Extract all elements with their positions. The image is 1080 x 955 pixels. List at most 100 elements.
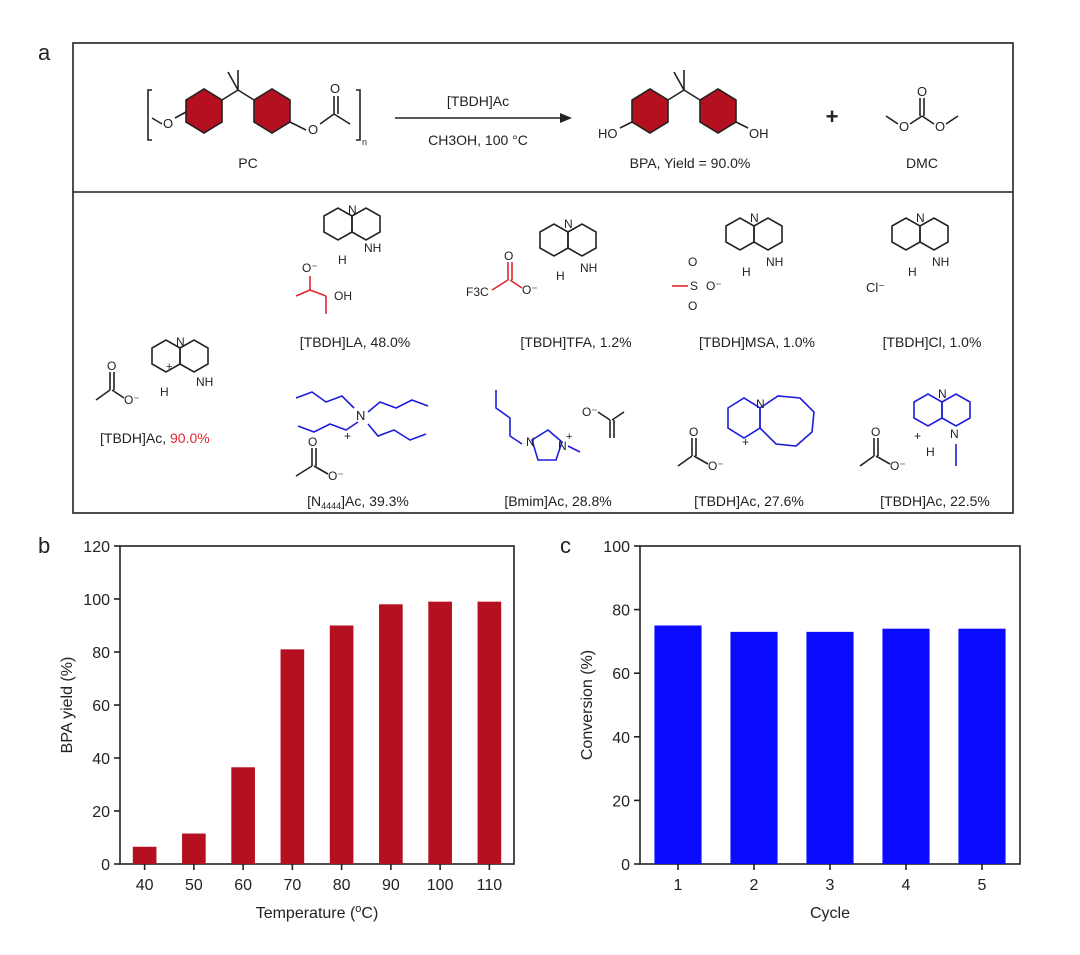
- catalyst-main-yield: 90.0%: [170, 430, 210, 446]
- catalyst-la-structure: N NH H O⁻ OH: [295, 203, 381, 314]
- svg-text:N: N: [356, 408, 365, 423]
- chart-b-bar: [379, 604, 403, 864]
- chart-c-ytick-label: 60: [612, 666, 630, 683]
- svg-text:HO: HO: [598, 126, 618, 141]
- svg-text:O: O: [504, 249, 513, 263]
- chart-b-ytick-label: 120: [83, 539, 110, 556]
- svg-text:O⁻: O⁻: [890, 459, 906, 473]
- svg-text:N: N: [558, 439, 567, 453]
- pc-structure: n O O O: [147, 70, 367, 147]
- svg-text:N: N: [916, 211, 925, 225]
- svg-text:O⁻: O⁻: [522, 283, 538, 297]
- dmc-structure: O O O: [885, 84, 959, 134]
- chart-c: 0 20 40 60 80 100 1 2 3 4 5 Conversion (%) Cycle: [579, 539, 1021, 922]
- svg-text:NH: NH: [766, 255, 783, 269]
- svg-text:O: O: [871, 425, 880, 439]
- panel-a-frame: [72, 42, 1014, 514]
- chart-b-xtick-label: 40: [136, 877, 154, 894]
- reagent-top: [TBDH]Ac: [447, 93, 509, 109]
- svg-text:O: O: [899, 119, 909, 134]
- panel-label-b: b: [38, 533, 50, 558]
- svg-text:+: +: [344, 429, 351, 443]
- svg-text:N: N: [348, 203, 357, 217]
- svg-text:N: N: [950, 427, 959, 441]
- catalyst-tfa-structure: N H NH F3C O O⁻: [466, 217, 597, 299]
- svg-text:O: O: [308, 122, 318, 137]
- chart-c-ytick-label: 80: [612, 603, 630, 620]
- svg-text:N: N: [526, 435, 535, 449]
- svg-text:H: H: [160, 385, 169, 399]
- svg-text:O⁻: O⁻: [706, 279, 722, 293]
- catalyst-msa-structure: N H NH S O O O⁻: [672, 211, 783, 313]
- chart-b-bar: [428, 601, 452, 864]
- catalyst-main-label: [TBDH]Ac, 90.0%: [100, 430, 210, 446]
- chart-c-ytick-label: 100: [603, 539, 630, 556]
- reaction-arrow-head: [560, 113, 572, 123]
- svg-text:+: +: [566, 431, 572, 443]
- svg-text:+: +: [914, 429, 921, 443]
- chart-b-bar: [182, 833, 206, 864]
- chart-b: 0 20 40 60 80 100 120 40 50 60 70 80 90 100 110 BPA yie…: [59, 539, 515, 922]
- chart-b-xtick-label: 70: [283, 877, 301, 894]
- svg-text:H: H: [908, 265, 917, 279]
- chart-b-ytick-label: 100: [83, 592, 110, 609]
- svg-text:O⁻: O⁻: [124, 393, 140, 407]
- chart-c-bar: [730, 631, 778, 864]
- chart-b-ytick-label: 0: [101, 857, 110, 874]
- svg-text:OH: OH: [334, 289, 352, 303]
- svg-text:O⁻: O⁻: [582, 405, 598, 419]
- svg-text:N: N: [564, 217, 573, 231]
- catalyst-tfa-label: [TBDH]TFA, 1.2%: [520, 334, 631, 350]
- chart-b-ytick-label: 80: [92, 645, 110, 662]
- catalyst-msa-label: [TBDH]MSA, 1.0%: [699, 334, 815, 350]
- chart-b-xtick-label: 60: [234, 877, 252, 894]
- plus-sign: +: [826, 104, 839, 129]
- catalyst-dbu-label: [TBDH]Ac, 27.6%: [694, 493, 804, 509]
- svg-text:NH: NH: [932, 255, 949, 269]
- svg-text:O: O: [163, 116, 173, 131]
- catalyst-main-structure: O O⁻ N + H NH: [95, 335, 213, 407]
- chart-c-bar: [958, 628, 1006, 864]
- svg-text:O⁻: O⁻: [328, 469, 344, 483]
- chart-b-bar: [132, 846, 157, 864]
- pc-repeat-n: n: [362, 137, 367, 147]
- chart-c-bar: [654, 625, 702, 864]
- catalyst-dbu-structure: N + O O⁻: [677, 395, 815, 473]
- chart-b-xlabel: Temperature (oC): [256, 903, 379, 922]
- chart-c-xtick-label: 3: [826, 877, 835, 894]
- bpa-label: BPA, Yield = 90.0%: [630, 155, 751, 171]
- reagent-bottom: CH3OH, 100 °C: [428, 132, 528, 148]
- chart-b-bar: [329, 625, 354, 864]
- chart-b-ytick-label: 60: [92, 698, 110, 715]
- chart-c-ylabel: Conversion (%): [579, 650, 596, 760]
- dmc-label: DMC: [906, 155, 938, 171]
- svg-text:O: O: [308, 435, 317, 449]
- panel-label-c: c: [560, 533, 571, 558]
- catalyst-n4444-label: [N4444]Ac, 39.3%: [307, 493, 409, 511]
- svg-text:O⁻: O⁻: [302, 261, 318, 275]
- chart-b-bar: [280, 649, 305, 864]
- svg-text:NH: NH: [580, 261, 597, 275]
- catalyst-cl-structure: N H NH Cl⁻: [866, 211, 949, 295]
- chart-b-xtick-label: 50: [185, 877, 203, 894]
- svg-text:N: N: [756, 397, 765, 411]
- svg-text:OH: OH: [749, 126, 769, 141]
- svg-text:O: O: [330, 81, 340, 96]
- catalyst-bmim-structure: N N + O⁻: [495, 390, 625, 461]
- chart-c-xtick-label: 2: [750, 877, 759, 894]
- chart-b-ytick-label: 20: [92, 804, 110, 821]
- catalyst-mtbd-structure: N + H N O O⁻: [859, 387, 971, 473]
- chart-c-ytick-label: 20: [612, 793, 630, 810]
- svg-text:O: O: [688, 255, 697, 269]
- svg-text:O: O: [107, 359, 116, 373]
- chart-b-bar: [231, 767, 255, 864]
- catalyst-la-label: [TBDH]LA, 48.0%: [300, 334, 411, 350]
- svg-text:H: H: [926, 445, 935, 459]
- catalyst-cl-label: [TBDH]Cl, 1.0%: [883, 334, 982, 350]
- svg-text:Cl⁻: Cl⁻: [866, 280, 885, 295]
- svg-text:H: H: [556, 269, 565, 283]
- svg-text:H: H: [742, 265, 751, 279]
- svg-text:O: O: [917, 84, 927, 99]
- chart-c-xtick-label: 1: [674, 877, 683, 894]
